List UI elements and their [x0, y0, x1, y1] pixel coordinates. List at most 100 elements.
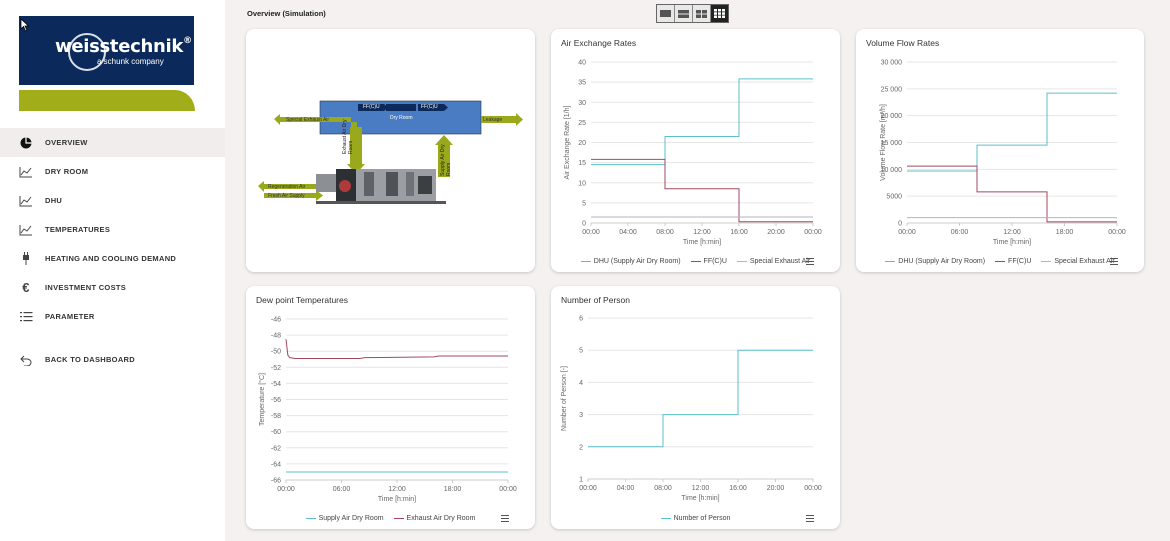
hamburger-menu-icon[interactable]	[1110, 258, 1118, 265]
legend-item[interactable]: Special Exhaust Air	[1041, 258, 1115, 265]
layout-2x2-button[interactable]	[693, 5, 711, 22]
chart-title: Number of Person	[561, 295, 630, 305]
y-tick-label: 1	[579, 477, 583, 484]
y-tick-label: -54	[271, 381, 281, 388]
grid-3x3-icon	[714, 9, 725, 18]
x-tick-label: 04:00	[619, 229, 637, 236]
nav-item-dhu[interactable]: DHU	[0, 186, 225, 215]
x-tick-label: 12:00	[388, 486, 406, 493]
x-tick-label: 00:00	[579, 485, 597, 492]
y-tick-label: -52	[271, 365, 281, 372]
y-axis-label: Temperature [°C]	[258, 373, 266, 426]
series-line	[907, 165, 1117, 223]
schematic-label-leakage: Leakage	[483, 117, 503, 123]
nav-item-parameter[interactable]: PARAMETER	[0, 302, 225, 331]
x-tick-label: 06:00	[333, 486, 351, 493]
x-tick-label: 08:00	[654, 485, 672, 492]
y-tick-label: -56	[271, 397, 281, 404]
schematic-label-regeneration: Regeneration Air	[268, 184, 306, 190]
series-line	[285, 339, 508, 359]
schematic-diagram	[258, 100, 523, 204]
nav-label: INVESTMENT COSTS	[45, 283, 127, 292]
dew-point-card: Dew point Temperatures -66 -64 -62 -60 -58 -5…	[246, 286, 535, 529]
x-axis-label: Time [h:min]	[681, 495, 719, 502]
x-tick-label: 00:00	[582, 229, 600, 236]
legend-item[interactable]: DHU (Supply Air Dry Room)	[885, 258, 985, 265]
dew-point-chart: -66 -64 -62 -60 -58 -56 -54 -52 -50 -48 -46 00:00 06…	[258, 317, 517, 504]
layout-3x3-button[interactable]	[711, 5, 728, 22]
list-icon	[18, 310, 34, 324]
nav-item-investment-costs[interactable]: € INVESTMENT COSTS	[0, 273, 225, 302]
chart-title: Dew point Temperatures	[256, 295, 348, 305]
layout-1-column-button[interactable]	[657, 5, 675, 22]
y-tick-label: 15	[578, 160, 586, 167]
legend-item[interactable]: FF(C)U	[690, 258, 727, 265]
nav-label: BACK TO DASHBOARD	[45, 355, 135, 364]
brand-tagline: a schunk company	[97, 57, 164, 66]
y-axis-label: Number of Person [-]	[561, 366, 568, 431]
brand-name: weisstechnik	[55, 36, 184, 57]
chart-legend: DHU (Supply Air Dry Room) FF(C)U Special…	[551, 258, 840, 265]
euro-icon: €	[22, 280, 30, 295]
y-tick-label: 10 000	[881, 167, 903, 174]
y-tick-label: 20	[578, 140, 586, 147]
schematic-label-supply-dry-room: Supply Air Dry Room	[440, 144, 452, 176]
x-tick-label: 12:00	[692, 485, 710, 492]
layout-rows-button[interactable]	[675, 5, 693, 22]
logo-swoosh	[19, 90, 195, 111]
y-tick-label: 15 000	[881, 140, 903, 147]
hamburger-menu-icon[interactable]	[806, 515, 814, 522]
chart-legend: DHU (Supply Air Dry Room) FF(C)U Special…	[856, 258, 1144, 265]
schematic-label-exhaust-dry-room: Exhaust Air Dry Room	[342, 119, 354, 154]
x-tick-label: 00:00	[804, 229, 822, 236]
nav-item-heating-cooling[interactable]: HEATING AND COOLING DEMAND	[0, 244, 225, 273]
y-axis-label: Volume Flow Rate [m³/h]	[880, 104, 887, 181]
legend-item[interactable]: Special Exhaust Air	[736, 258, 810, 265]
volume-flow-chart: 0 5000 10 000 15 000 20 000 25 000 30 000 00:00…	[880, 60, 1126, 247]
y-tick-label: 2	[579, 444, 583, 451]
y-tick-label: 0	[582, 221, 586, 228]
schematic-label-ffcu-right: FF(C)U	[421, 104, 438, 110]
y-tick-label: -58	[271, 413, 281, 420]
mouse-cursor-icon	[20, 18, 30, 32]
number-of-person-chart: 1 2 3 4 5 6 00:00 04:00 08:00 12:00 16:00 20:00 00:0…	[561, 316, 822, 503]
y-tick-label: 30 000	[881, 60, 903, 67]
grid-2x2-icon	[696, 9, 707, 18]
hamburger-menu-icon[interactable]	[806, 258, 814, 265]
x-axis-label: Time [h:min]	[378, 496, 416, 503]
nav-label: DRY ROOM	[45, 167, 89, 176]
plug-icon	[18, 252, 34, 266]
legend-item[interactable]: Exhaust Air Dry Room	[393, 515, 475, 522]
y-axis-label: Air Exchange Rate [1/h]	[564, 105, 571, 179]
y-tick-label: -60	[271, 429, 281, 436]
y-tick-label: 10	[578, 180, 586, 187]
y-tick-label: 4	[579, 380, 583, 387]
air-exchange-chart: 0 5 10 15 20 25 30 35 40 00:00 04:00 08:00 12:00 16:0…	[564, 60, 822, 247]
nav-label: HEATING AND COOLING DEMAND	[45, 254, 177, 263]
x-tick-label: 12:00	[1003, 229, 1021, 236]
legend-item[interactable]: Supply Air Dry Room	[305, 515, 384, 522]
sidebar-nav: OVERVIEW DRY ROOM DHU TEMPERATURES HEATI…	[0, 128, 225, 374]
x-tick-label: 18:00	[1056, 229, 1074, 236]
chart-legend: Supply Air Dry Room Exhaust Air Dry Room	[246, 515, 535, 522]
logo-ring-icon	[68, 33, 106, 71]
y-tick-label: 40	[578, 60, 586, 67]
x-tick-label: 06:00	[951, 229, 969, 236]
nav-item-dry-room[interactable]: DRY ROOM	[0, 157, 225, 186]
y-tick-label: -66	[271, 478, 281, 485]
legend-item[interactable]: Number of Person	[660, 515, 730, 522]
nav-item-overview[interactable]: OVERVIEW	[0, 128, 225, 157]
y-tick-label: 30	[578, 100, 586, 107]
nav-item-back-to-dashboard[interactable]: BACK TO DASHBOARD	[0, 345, 225, 374]
y-tick-label: 5	[582, 200, 586, 207]
legend-item[interactable]: DHU (Supply Air Dry Room)	[580, 258, 681, 265]
nav-label: TEMPERATURES	[45, 225, 111, 234]
legend-item[interactable]: FF(C)U	[995, 258, 1031, 265]
nav-item-temperatures[interactable]: TEMPERATURES	[0, 215, 225, 244]
series-line	[591, 78, 813, 166]
hamburger-menu-icon[interactable]	[501, 515, 509, 522]
x-tick-label: 16:00	[730, 229, 748, 236]
y-tick-label: 0	[898, 221, 902, 228]
line-chart-icon	[18, 165, 34, 179]
x-tick-label: 00:00	[277, 486, 295, 493]
